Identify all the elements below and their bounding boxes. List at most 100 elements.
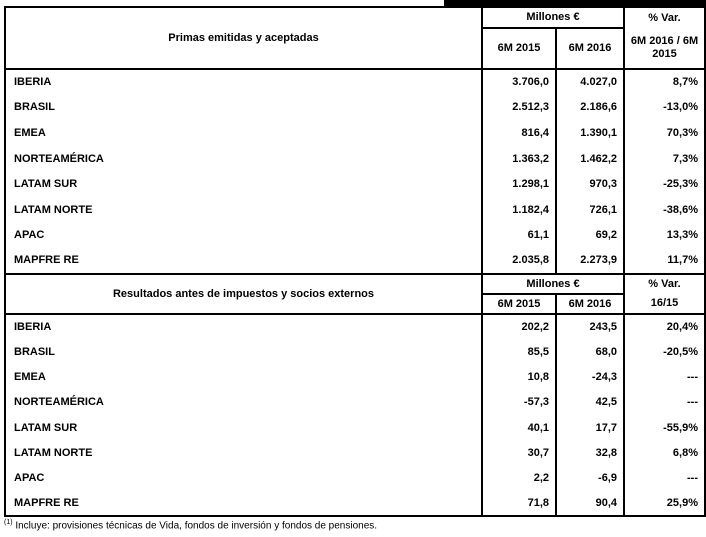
table2-millones-header: Millones € [481,272,624,295]
value-6m2016: 4.027,0 [555,69,624,95]
table2-header-row-2: 6M 2015 6M 2016 [5,293,705,315]
table-row: MAPFRE RE 2.035,8 2.273,9 11,7% [5,248,705,274]
row-label: LATAM NORTE [14,446,93,459]
table1-col-6m2016: 6M 2016 [555,27,624,71]
value-var: -13,0% [623,94,705,121]
value-var: 7,3% [623,145,705,172]
value-var: 13,3% [623,222,705,249]
row-label: MAPFRE RE [14,254,79,267]
value-6m2016: 90,4 [555,490,624,517]
value-6m2016: 42,5 [555,389,624,415]
value-var: -25,3% [623,171,705,197]
value-var: 70,3% [623,120,705,146]
value-6m2016: 69,2 [555,222,624,249]
value-var: 20,4% [623,313,705,340]
row-label: LATAM NORTE [14,203,93,216]
table-row: EMEA 10,8 -24,3 --- [5,364,705,390]
value-6m2016: 2.273,9 [555,248,624,274]
value-var: -38,6% [623,196,705,223]
value-var: -55,9% [623,414,705,441]
value-6m2016: 1.390,1 [555,120,624,146]
value-var: --- [623,465,705,491]
table-row: LATAM SUR 40,1 17,7 -55,9% [5,414,705,441]
table-row: LATAM NORTE 30,7 32,8 6,8% [5,440,705,466]
value-6m2016: 726,1 [555,196,624,223]
value-6m2015: 2,2 [481,465,556,491]
value-6m2015: 816,4 [481,120,556,146]
value-6m2016: 32,8 [555,440,624,466]
value-6m2015: 30,7 [481,440,556,466]
table2-title: Resultados antes de impuestos y socios e… [5,272,482,315]
table1-var-header-cell: % Var. 6M 2016 / 6M 2015 [623,7,705,70]
row-label: NORTEAMÉRICA [14,396,104,409]
table1-header-row-2: 6M 2015 6M 2016 [5,27,705,71]
value-6m2015: 2.512,3 [481,94,556,121]
row-label: LATAM SUR [14,421,78,434]
table-row: APAC 61,1 69,2 13,3% [5,222,705,249]
table-row: LATAM NORTE 1.182,4 726,1 -38,6% [5,196,705,223]
value-6m2015: 85,5 [481,339,556,365]
value-6m2015: 61,1 [481,222,556,249]
value-6m2015: 10,8 [481,364,556,390]
value-6m2016: 243,5 [555,313,624,340]
value-6m2015: -57,3 [481,389,556,415]
row-label: EMEA [14,370,46,383]
table1-title: Primas emitidas y aceptadas [5,7,482,70]
row-label: IBERIA [14,320,52,333]
value-6m2015: 202,2 [481,313,556,340]
financial-results-table: Primas emitidas y aceptadas Millones € %… [4,6,706,518]
table1-header-row-1: Primas emitidas y aceptadas Millones € %… [5,7,705,70]
value-6m2016: -6,9 [555,465,624,491]
row-label: BRASIL [14,345,55,358]
value-6m2016: 2.186,6 [555,94,624,121]
value-6m2015: 3.706,0 [481,69,556,95]
header-accent-bar [444,0,706,6]
value-6m2016: -24,3 [555,364,624,390]
row-label: LATAM SUR [14,178,78,191]
value-6m2015: 40,1 [481,414,556,441]
value-6m2015: 1.182,4 [481,196,556,223]
footnote-text: Incluye: provisiones técnicas de Vida, f… [15,520,378,532]
value-6m2016: 970,3 [555,171,624,197]
row-label: NORTEAMÉRICA [14,152,104,165]
value-6m2016: 17,7 [555,414,624,441]
table1-col-6m2015: 6M 2015 [481,27,556,71]
value-var: -20,5% [623,339,705,365]
value-6m2015: 2.035,8 [481,248,556,274]
table2-col-6m2016: 6M 2016 [555,293,624,315]
table-row: NORTEAMÉRICA -57,3 42,5 --- [5,389,705,415]
table2-header-row-1: Resultados antes de impuestos y socios e… [5,272,705,315]
value-var: 11,7% [623,248,705,274]
row-label: BRASIL [14,101,55,114]
table-row: BRASIL 2.512,3 2.186,6 -13,0% [5,94,705,121]
table-row: IBERIA 3.706,0 4.027,0 8,7% [5,69,705,95]
table-row: MAPFRE RE 71,8 90,4 25,9% [5,490,705,517]
value-6m2016: 68,0 [555,339,624,365]
table1-var-label: % Var. [648,11,681,24]
row-label: MAPFRE RE [14,496,79,509]
table-row: EMEA 816,4 1.390,1 70,3% [5,120,705,146]
row-label: APAC [14,472,45,485]
value-6m2016: 1.462,2 [555,145,624,172]
table2-var-label: % Var. [648,277,681,290]
table-row: BRASIL 85,5 68,0 -20,5% [5,339,705,365]
table-row: APAC 2,2 -6,9 --- [5,465,705,491]
table-row: LATAM SUR 1.298,1 970,3 -25,3% [5,171,705,197]
value-6m2015: 1.298,1 [481,171,556,197]
value-6m2015: 1.363,2 [481,145,556,172]
value-var: 25,9% [623,490,705,517]
table2-var-sublabel: 16/15 [650,296,679,309]
row-label: IBERIA [14,76,52,89]
table-row: IBERIA 202,2 243,5 20,4% [5,313,705,340]
table-row: NORTEAMÉRICA 1.363,2 1.462,2 7,3% [5,145,705,172]
row-label: EMEA [14,126,46,139]
table2-col-6m2015: 6M 2015 [481,293,556,315]
footnote-marker: (1) [4,519,13,526]
table1-millones-header: Millones € [481,7,624,29]
table2-var-header-cell: % Var. 16/15 [623,272,705,315]
value-var: --- [623,364,705,390]
table1-var-sublabel: 6M 2016 / 6M 2015 [630,35,699,60]
value-6m2015: 71,8 [481,490,556,517]
value-var: --- [623,389,705,415]
